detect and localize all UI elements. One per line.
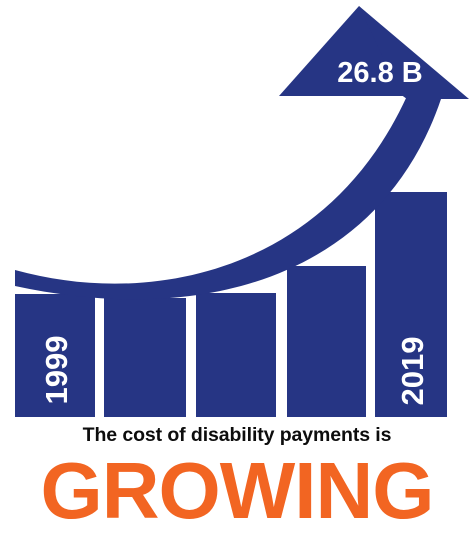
bar-4	[287, 266, 366, 417]
arrow-value-label: 26.8 B	[337, 57, 422, 89]
headline-text: GROWING	[40, 446, 435, 535]
bar-5	[375, 192, 447, 417]
bar-2	[104, 298, 186, 417]
caption-text: The cost of disability payments is	[82, 424, 392, 446]
bar-3	[196, 293, 276, 417]
end-year-label: 2019	[395, 337, 430, 406]
arrow-head-tip	[359, 6, 469, 99]
bar-1	[15, 294, 95, 417]
start-year-label: 1999	[39, 336, 74, 405]
curved-arrow-band	[15, 96, 441, 300]
